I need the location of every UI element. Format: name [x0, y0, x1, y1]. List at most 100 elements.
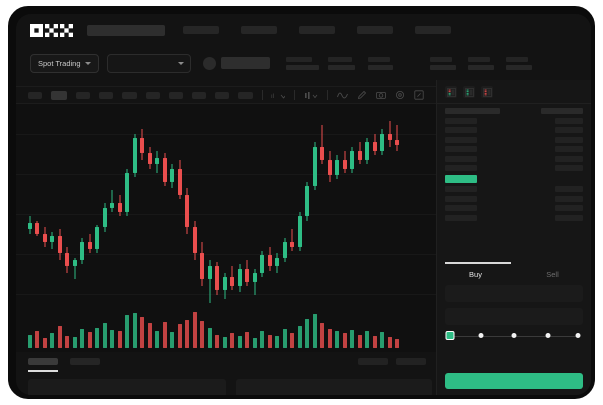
slider-handle[interactable] [445, 331, 455, 340]
price-chart[interactable] [16, 104, 436, 352]
orderbook-size-cell [555, 165, 583, 171]
percent-slider[interactable] [445, 331, 581, 343]
volume-bar [320, 323, 325, 348]
candle [110, 112, 115, 312]
timeframe-button-1[interactable] [51, 90, 68, 100]
timeframe-button-4[interactable] [122, 91, 137, 99]
ticker-stat-1 [327, 56, 355, 70]
candle [50, 112, 55, 312]
volume-bar [350, 330, 355, 348]
search-input[interactable] [87, 24, 165, 36]
volume-bar [57, 325, 62, 348]
orderbook-row[interactable] [445, 186, 583, 192]
candle-body [95, 227, 100, 249]
nav-item-3[interactable] [357, 26, 393, 34]
volume-bar [372, 335, 377, 348]
camera-icon[interactable] [376, 90, 386, 100]
candle [237, 112, 242, 312]
orders-action-1[interactable] [396, 358, 426, 365]
orderbook-size-cell [555, 136, 583, 143]
timeframe-button-2[interactable] [76, 91, 91, 99]
orderbook-price-cell [445, 195, 477, 202]
trade-side-tabs: Buy Sell [437, 262, 591, 281]
timeframe-button-0[interactable] [28, 91, 43, 99]
stat-label [467, 56, 490, 62]
timeframe-button-6[interactable] [168, 91, 183, 99]
candle [357, 112, 362, 312]
indicator-dropdown-icon[interactable]: ıl [271, 91, 286, 100]
nav-item-4[interactable] [415, 26, 451, 34]
okx-logo-icon[interactable] [30, 23, 73, 37]
orderbook-row[interactable] [445, 117, 583, 124]
candle [395, 112, 400, 312]
slider-stop-100[interactable] [575, 333, 581, 338]
slider-stop-50[interactable] [511, 333, 517, 338]
wave-line-icon[interactable] [337, 91, 348, 100]
candle [297, 112, 302, 312]
volume-bar [395, 339, 400, 348]
orderbook-spread-price [445, 174, 477, 183]
slider-stop-25[interactable] [478, 333, 483, 338]
spot-trading-dropdown[interactable]: Spot Trading [30, 53, 99, 73]
candle [365, 112, 370, 312]
orders-card-0[interactable] [28, 379, 226, 395]
orderbook-row[interactable] [445, 155, 583, 162]
chart-type-dropdown-icon[interactable] [304, 91, 318, 100]
volume-bar [282, 328, 287, 348]
orders-tab-1[interactable] [70, 358, 100, 365]
nav-item-0[interactable] [183, 26, 219, 34]
orders-action-0[interactable] [358, 358, 388, 365]
orders-tab-0[interactable] [28, 358, 58, 365]
candle-body [117, 203, 122, 212]
timeframe-button-3[interactable] [99, 91, 114, 99]
orderbook-row[interactable] [445, 108, 583, 114]
orderbook-row[interactable] [445, 146, 583, 152]
candle-body [222, 277, 227, 291]
candle-body [27, 222, 32, 230]
nav-item-1[interactable] [241, 26, 277, 34]
orderbook-price-cell [445, 205, 477, 211]
amount-field[interactable] [445, 308, 583, 325]
orders-panel-actions [358, 358, 426, 365]
timeframe-button-5[interactable] [145, 91, 160, 99]
fullscreen-icon[interactable] [414, 90, 424, 100]
orderbook-row[interactable] [445, 127, 583, 133]
orderbook-row[interactable] [445, 214, 583, 221]
pair-select-dropdown[interactable] [106, 53, 191, 73]
orderbook-mode-buys-icon[interactable] [463, 86, 475, 98]
timeframe-button-8[interactable] [215, 91, 230, 99]
candle [162, 112, 167, 312]
timeframe-button-9[interactable] [238, 91, 253, 99]
tab-buy[interactable]: Buy [469, 269, 482, 279]
candle-body [192, 227, 197, 254]
candle [335, 112, 340, 312]
gridline [16, 214, 436, 215]
candle-wick [321, 125, 323, 165]
slider-stop-75[interactable] [545, 333, 550, 338]
candle-wick [111, 190, 113, 212]
volume-bar [275, 335, 280, 348]
candle-body [110, 203, 115, 208]
logo-block-x [60, 23, 73, 37]
orderbook-row[interactable] [445, 195, 583, 202]
orderbook-rows[interactable] [437, 104, 591, 221]
price-field[interactable] [445, 285, 583, 302]
orderbook-row[interactable] [445, 174, 583, 183]
pencil-icon[interactable] [357, 90, 367, 100]
orderbook-mode-sells-icon[interactable] [481, 86, 493, 98]
gear-icon[interactable] [395, 90, 405, 100]
nav-item-2[interactable] [299, 26, 335, 34]
orders-card-1[interactable] [236, 379, 432, 395]
timeframe-button-7[interactable] [191, 91, 207, 99]
orderbook-row[interactable] [445, 205, 583, 211]
tab-sell[interactable]: Sell [546, 269, 559, 279]
orderbook-size-cell [555, 146, 583, 152]
orderbook-mode-both-icon[interactable] [445, 86, 457, 98]
candle-body [185, 194, 190, 228]
place-order-button[interactable] [445, 373, 583, 389]
orderbook-size-cell [555, 155, 583, 162]
volume-bar [95, 327, 100, 348]
orderbook-row[interactable] [445, 136, 583, 143]
orderbook-row[interactable] [445, 165, 583, 171]
volume-bar [117, 331, 122, 348]
